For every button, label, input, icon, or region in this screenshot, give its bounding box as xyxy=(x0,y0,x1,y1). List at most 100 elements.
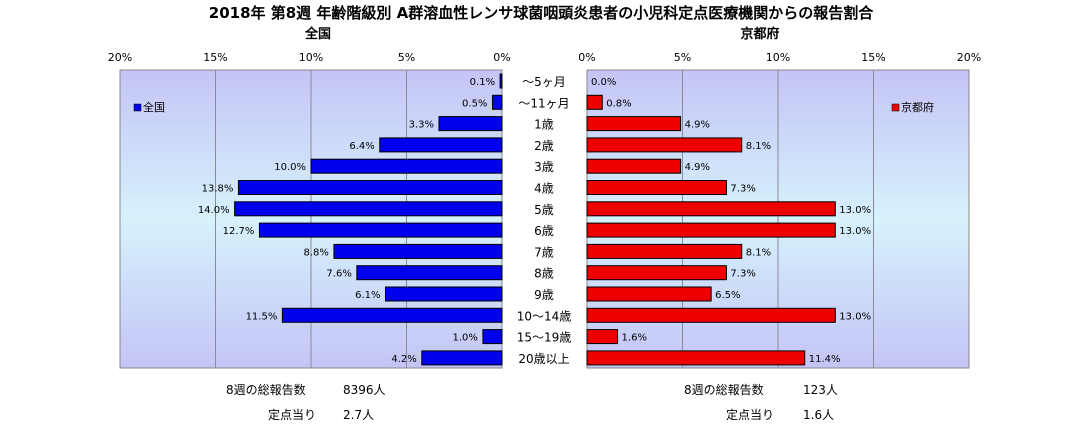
left-summary-total-label: 8週の総報告数 xyxy=(226,382,306,397)
right-bar xyxy=(586,137,743,153)
left-tick-label: 5% xyxy=(398,51,415,64)
right-bar xyxy=(586,158,682,174)
right-bar xyxy=(586,286,712,302)
right-bar xyxy=(586,350,806,366)
right-bar xyxy=(586,201,836,217)
category-label: 4歳 xyxy=(534,182,554,196)
left-value-label: 0.1% xyxy=(470,77,495,88)
category-label: 9歳 xyxy=(534,288,554,302)
right-bar xyxy=(586,180,727,195)
category-label: 20歳以上 xyxy=(518,352,569,366)
category-labels: ～5ヶ月 ～11ヶ月 1歳 2歳 3歳 4歳 5歳 6歳 7歳 8歳 9歳 10～14歳 15～19歳 2… xyxy=(517,75,572,366)
left-panel-title: 全国 xyxy=(304,26,331,42)
right-value-label: 8.1% xyxy=(746,247,771,258)
left-bar xyxy=(281,307,503,323)
left-value-label: 10.0% xyxy=(274,162,306,173)
right-summary-total-value: 123人 xyxy=(803,383,838,397)
left-legend-label: 全国 xyxy=(143,100,165,114)
right-tick-label: 0% xyxy=(578,51,595,64)
left-value-label: 4.2% xyxy=(391,354,416,365)
right-bar xyxy=(586,116,682,132)
left-bar xyxy=(384,286,503,302)
right-legend-swatch xyxy=(891,103,900,112)
left-bar xyxy=(310,158,503,174)
right-bar xyxy=(586,307,836,323)
category-label: ～11ヶ月 xyxy=(518,96,569,110)
category-label: 1歳 xyxy=(534,118,554,132)
right-value-label: 13.0% xyxy=(839,226,871,237)
left-bar xyxy=(421,350,503,366)
right-tick-labels: 0% 5% 10% 15% 20% xyxy=(578,51,981,64)
left-bar xyxy=(499,73,503,89)
right-value-label: 8.1% xyxy=(746,141,771,152)
right-summary: 8週の総報告数 123人 定点当り 1.6人 xyxy=(684,382,838,422)
category-label: ～5ヶ月 xyxy=(522,75,566,89)
left-bar xyxy=(356,265,503,281)
left-tick-label: 20% xyxy=(108,51,132,64)
left-value-label: 3.3% xyxy=(409,120,434,131)
right-value-label: 11.4% xyxy=(809,354,841,365)
right-value-label: 13.0% xyxy=(839,311,871,322)
right-value-label: 7.3% xyxy=(730,269,755,280)
right-panel-title: 京都府 xyxy=(740,26,779,42)
category-label: 6歳 xyxy=(534,224,554,238)
left-bars: 0.1% 0.5% 3.3% 6.4% 10.0% 13.8% 14.0% 12.7% 8.8%… xyxy=(198,73,503,366)
left-value-label: 14.0% xyxy=(198,205,230,216)
right-tick-label: 5% xyxy=(674,51,691,64)
category-label: 7歳 xyxy=(534,245,554,259)
right-value-label: 6.5% xyxy=(715,290,740,301)
left-bar xyxy=(438,116,503,132)
left-bar xyxy=(234,201,503,217)
category-label: 5歳 xyxy=(534,203,554,217)
left-summary-total-value: 8396人 xyxy=(343,383,386,397)
left-tick-label: 15% xyxy=(203,51,227,64)
right-bar xyxy=(586,94,603,110)
category-label: 15～19歳 xyxy=(517,331,572,345)
category-label: 2歳 xyxy=(534,139,554,153)
right-tick-label: 10% xyxy=(766,51,790,64)
right-bar xyxy=(586,265,727,281)
right-tick-label: 15% xyxy=(861,51,885,64)
category-label: 3歳 xyxy=(534,160,554,174)
left-value-label: 6.4% xyxy=(349,141,374,152)
category-label: 10～14歳 xyxy=(517,309,572,323)
left-bar xyxy=(237,180,503,195)
right-value-label: 0.8% xyxy=(606,98,631,109)
left-summary-per-site-value: 2.7人 xyxy=(343,408,374,422)
right-value-label: 7.3% xyxy=(730,184,755,195)
left-tick-label: 0% xyxy=(493,51,510,64)
left-tick-label: 10% xyxy=(299,51,323,64)
left-value-label: 7.6% xyxy=(326,269,351,280)
left-value-label: 6.1% xyxy=(355,290,380,301)
right-bar xyxy=(586,222,836,238)
left-bar xyxy=(491,94,503,110)
left-legend: 全国 xyxy=(133,100,165,114)
left-tick-labels: 20% 15% 10% 5% 0% xyxy=(108,51,511,64)
right-summary-total-label: 8週の総報告数 xyxy=(684,382,764,397)
right-bar xyxy=(586,329,619,345)
left-value-label: 8.8% xyxy=(304,247,329,258)
left-bar xyxy=(258,222,503,238)
right-summary-per-site-value: 1.6人 xyxy=(803,408,834,422)
right-value-label: 1.6% xyxy=(622,333,647,344)
right-bars: 0.0% 0.8% 4.9% 8.1% 4.9% 7.3% 13.0% 13.0% 8.1% 7.… xyxy=(586,77,871,366)
left-value-label: 12.7% xyxy=(223,226,255,237)
left-summary-per-site-label: 定点当り xyxy=(268,407,316,422)
left-bar xyxy=(482,329,503,345)
left-value-label: 13.8% xyxy=(202,184,234,195)
left-bar xyxy=(333,243,503,259)
left-legend-swatch xyxy=(133,103,142,112)
right-bar xyxy=(586,243,743,259)
right-value-label: 0.0% xyxy=(591,77,616,88)
right-legend: 京都府 xyxy=(891,100,934,114)
right-value-label: 13.0% xyxy=(839,205,871,216)
right-summary-per-site-label: 定点当り xyxy=(726,407,774,422)
chart-title: 2018年 第8週 年齢階級別 A群溶血性レンサ球菌咽頭炎患者の小児科定点医療機… xyxy=(209,4,874,22)
right-legend-label: 京都府 xyxy=(901,100,934,114)
left-value-label: 1.0% xyxy=(452,333,477,344)
left-bar xyxy=(379,137,503,153)
left-summary: 8週の総報告数 8396人 定点当り 2.7人 xyxy=(226,382,386,422)
right-value-label: 4.9% xyxy=(685,120,710,131)
right-value-label: 4.9% xyxy=(685,162,710,173)
